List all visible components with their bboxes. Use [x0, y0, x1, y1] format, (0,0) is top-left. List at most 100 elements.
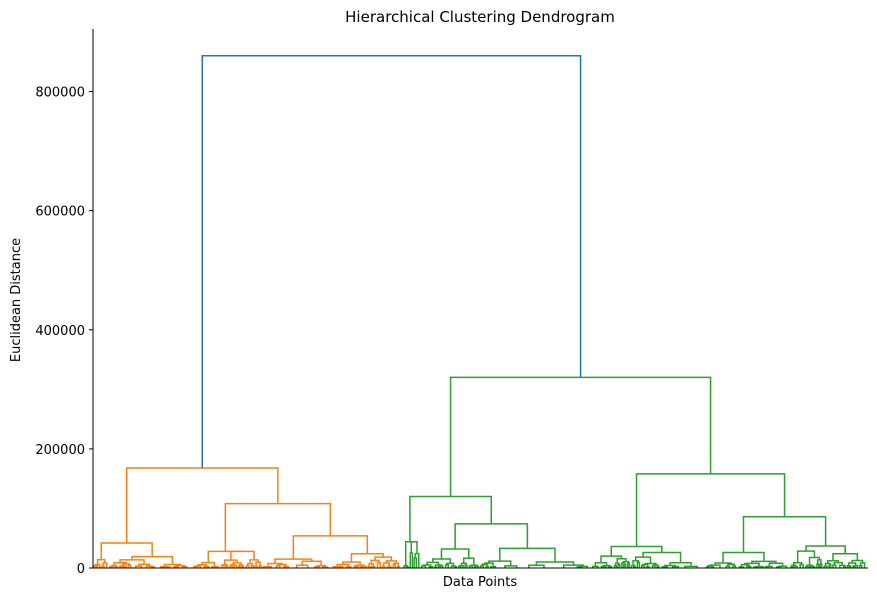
dendrogram-leaf-link: [420, 565, 427, 568]
dendrogram-leaf-link: [481, 563, 488, 567]
dendrogram-leaf-link: [656, 565, 660, 568]
dendrogram-leaf-link: [371, 565, 376, 568]
dendrogram-leaf-link: [94, 563, 101, 568]
y-axis-ticks: 0 200000 400000 600000 800000: [35, 86, 93, 577]
cluster-2-left-left-link: [404, 541, 415, 566]
dendrogram-leaf-link: [453, 565, 458, 568]
y-tick-label: 0: [77, 562, 85, 577]
dendrogram-leaf-link: [600, 565, 606, 568]
dendrogram-leaf-link: [113, 561, 127, 566]
dendrogram-leaf-link: [746, 565, 751, 568]
dendrogram-leaf-link: [710, 566, 715, 568]
dendrogram-leaf-link: [431, 558, 451, 564]
dendrogram-leaf-link: [374, 556, 393, 561]
dendrogram-leaf-link: [740, 563, 750, 567]
dendrogram-leaf-link: [792, 561, 803, 566]
dendrogram-leaf-link: [414, 552, 420, 568]
dendrogram-leaf-link: [127, 564, 132, 568]
cluster-1-left-link: [100, 542, 153, 560]
dendrogram-leaf-link: [254, 565, 258, 568]
dendrogram-leaf-link: [249, 559, 259, 564]
dendrogram-leaf-link: [760, 566, 765, 568]
dendrogram-leaf-link: [725, 565, 731, 568]
dendrogram-leaf-link: [409, 552, 414, 568]
y-tick-label: 600000: [35, 205, 85, 220]
dendrogram-leaf-link: [768, 562, 784, 567]
dendrogram-leaf-link: [102, 562, 108, 568]
dendrogram-leaf-link: [101, 565, 105, 568]
dendrogram-leaf-link: [644, 562, 657, 565]
dendrogram-leaf-link: [109, 566, 114, 568]
dendrogram-leaf-link: [480, 564, 485, 568]
dendrogram-links: [93, 55, 866, 568]
dendrogram-leaf-link: [607, 565, 613, 568]
dendrogram-leaf-link: [277, 563, 287, 567]
dendrogram-leaf-link: [434, 564, 442, 568]
dendrogram-leaf-link: [738, 566, 745, 568]
dendrogram-leaf-link: [446, 562, 455, 566]
dendrogram-leaf-link: [790, 566, 794, 568]
dendrogram-leaf-link: [592, 565, 599, 568]
dendrogram-leaf-link: [499, 547, 556, 562]
dendrogram-leaf-link: [381, 565, 386, 568]
dendrogram-leaf-link: [562, 564, 585, 568]
dendrogram-leaf-link: [748, 566, 752, 568]
dendrogram-leaf-link: [295, 564, 309, 568]
dendrogram-leaf-link: [413, 557, 418, 568]
dendrogram-leaf-link: [632, 559, 640, 566]
dendrogram-leaf-link: [684, 565, 698, 568]
dendrogram-leaf-link: [246, 562, 254, 567]
dendrogram-leaf-link: [110, 564, 118, 567]
dendrogram-leaf-link: [594, 561, 608, 567]
chart-title: Hierarchical Clustering Dendrogram: [345, 8, 615, 26]
dendrogram-leaf-link: [332, 565, 342, 568]
dendrogram-leaf-link: [464, 564, 468, 568]
dendrogram-leaf-link: [197, 564, 208, 567]
dendrogram-leaf-link: [671, 565, 680, 568]
dendrogram-leaf-link: [578, 565, 589, 568]
dendrogram-leaf-link: [847, 562, 857, 566]
dendrogram-leaf-link: [173, 566, 179, 568]
cluster-1-top-link: [125, 467, 279, 543]
dendrogram-leaf-link: [342, 561, 361, 566]
dendrogram-leaf-link: [851, 559, 864, 563]
dendrogram-leaf-link: [437, 565, 442, 568]
y-axis-label: Euclidean Distance: [9, 238, 24, 362]
dendrogram-leaf-link: [805, 545, 846, 554]
dendrogram-leaf-link: [131, 555, 174, 565]
dendrogram-leaf-link: [634, 556, 652, 564]
dendrogram-leaf-link: [223, 559, 238, 565]
dendrogram-leaf-link: [237, 565, 241, 568]
dendrogram-leaf-link: [403, 564, 408, 568]
dendrogram-leaf-link: [483, 562, 494, 567]
dendrogram-leaf-link: [405, 566, 409, 568]
dendrogram-leaf-link: [652, 564, 659, 567]
dendrogram-leaf-link: [474, 565, 480, 568]
dendrogram-leaf-link: [201, 561, 216, 567]
dendrogram-leaf-link: [755, 565, 764, 568]
root-link: [201, 55, 582, 468]
dendrogram-leaf-link: [642, 551, 682, 563]
cluster-1-right-right-link: [292, 535, 369, 560]
dendrogram-leaf-link: [468, 565, 473, 568]
dendrogram-leaf-link: [422, 564, 432, 567]
dendrogram-leaf-link: [367, 565, 371, 568]
dendrogram-leaf-link: [722, 551, 765, 563]
dendrogram-leaf-link: [833, 561, 843, 566]
dendrogram-leaf-link: [614, 562, 620, 566]
dendrogram-leaf-link: [240, 565, 245, 568]
dendrogram-leaf-link: [764, 566, 769, 568]
dendrogram-leaf-link: [121, 563, 131, 566]
dendrogram-leaf-link: [470, 564, 478, 567]
cluster-1-right-left-link: [207, 550, 243, 563]
dendrogram-leaf-link: [382, 562, 391, 567]
dendrogram-leaf-link: [360, 565, 367, 567]
dendrogram-leaf-link: [853, 564, 859, 568]
dendrogram-leaf-link: [119, 565, 126, 568]
dendrogram-leaf-link: [96, 558, 106, 565]
y-tick-label: 400000: [35, 324, 85, 339]
dendrogram-leaf-link: [504, 565, 518, 568]
dendrogram-leaf-link: [846, 565, 851, 568]
